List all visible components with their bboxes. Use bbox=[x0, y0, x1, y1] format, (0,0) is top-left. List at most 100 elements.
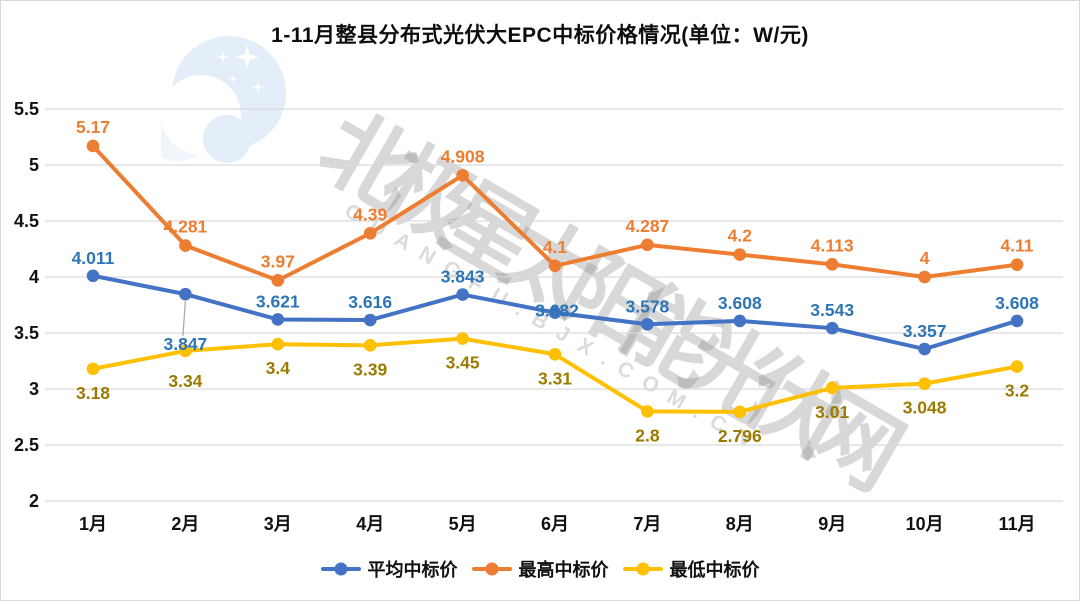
label-leader-line bbox=[182, 301, 186, 337]
data-point bbox=[733, 314, 747, 328]
data-point bbox=[548, 259, 562, 273]
data-label: 3.97 bbox=[261, 251, 295, 271]
data-point bbox=[456, 288, 469, 301]
chart-title: 1-11月整县分布式光伏大EPC中标价格情况(单位：W/元) bbox=[271, 24, 809, 47]
data-point bbox=[179, 344, 192, 358]
star-icon bbox=[217, 51, 229, 63]
data-label: 4.113 bbox=[811, 235, 854, 255]
data-label: 4 bbox=[920, 248, 930, 268]
x-axis-label: 1月 bbox=[79, 514, 107, 534]
data-label: 4.11 bbox=[1000, 236, 1033, 256]
data-label: 3.621 bbox=[256, 291, 300, 311]
data-label: 3.357 bbox=[903, 321, 947, 341]
data-point bbox=[548, 306, 562, 319]
data-label: 3.39 bbox=[353, 359, 387, 379]
data-label: 3.18 bbox=[76, 383, 110, 403]
data-label: 3.608 bbox=[718, 293, 762, 313]
data-label: 4.2 bbox=[728, 226, 753, 246]
data-point bbox=[86, 362, 100, 376]
data-label: 3.45 bbox=[446, 353, 480, 373]
star-icon bbox=[235, 45, 259, 69]
data-point bbox=[271, 274, 285, 287]
star-icon bbox=[252, 81, 264, 93]
y-axis-tick: 2.5 bbox=[14, 435, 39, 455]
data-label: 4.39 bbox=[353, 204, 387, 224]
legend-item-highest: 最高中标价 bbox=[471, 556, 609, 582]
y-axis-tick: 3.5 bbox=[14, 323, 39, 343]
data-point bbox=[86, 269, 100, 283]
legend-label-average: 平均中标价 bbox=[367, 560, 458, 580]
data-label: 4.287 bbox=[626, 216, 670, 236]
data-label: 3.34 bbox=[168, 371, 202, 391]
data-label: 3.543 bbox=[810, 300, 854, 320]
x-axis-label: 3月 bbox=[264, 514, 292, 534]
data-point bbox=[271, 313, 285, 326]
y-axis-tick: 5 bbox=[29, 155, 39, 175]
data-label: 5.17 bbox=[76, 117, 110, 137]
data-label: 4.908 bbox=[441, 146, 485, 166]
data-label: 2.796 bbox=[718, 426, 762, 446]
data-point bbox=[363, 227, 377, 240]
x-axis-label: 9月 bbox=[818, 514, 846, 534]
x-axis-label: 7月 bbox=[633, 514, 661, 534]
data-label: 3.847 bbox=[164, 334, 208, 354]
chart-legend: 平均中标价 最高中标价 最低中标价 bbox=[1, 554, 1079, 584]
data-point bbox=[918, 342, 931, 356]
x-axis-label: 4月 bbox=[356, 514, 384, 534]
data-label: 3.682 bbox=[535, 301, 579, 321]
data-point bbox=[179, 239, 192, 252]
data-point bbox=[825, 321, 839, 335]
y-axis-tick: 4 bbox=[29, 267, 39, 287]
y-axis-tick: 5.5 bbox=[14, 99, 39, 119]
legend-item-average: 平均中标价 bbox=[320, 556, 458, 582]
data-label: 4.011 bbox=[72, 248, 115, 268]
data-label: 3.843 bbox=[441, 267, 485, 287]
data-label: 3.01 bbox=[815, 402, 849, 422]
data-point bbox=[641, 238, 654, 252]
data-point bbox=[86, 139, 100, 153]
y-axis-tick: 2 bbox=[29, 491, 39, 511]
x-axis-label: 5月 bbox=[449, 514, 477, 534]
data-point bbox=[1010, 314, 1024, 328]
data-point bbox=[641, 317, 654, 331]
data-point bbox=[179, 287, 192, 301]
data-point bbox=[733, 405, 747, 419]
data-point bbox=[641, 405, 654, 418]
data-point bbox=[1010, 258, 1024, 271]
data-point bbox=[825, 258, 839, 271]
data-point bbox=[363, 313, 377, 327]
x-axis-label: 10月 bbox=[906, 514, 944, 534]
data-label: 4.281 bbox=[164, 217, 208, 237]
data-point bbox=[918, 377, 931, 390]
data-point bbox=[271, 337, 285, 351]
data-point bbox=[456, 332, 469, 345]
data-label: 3.048 bbox=[903, 398, 947, 418]
data-point bbox=[363, 339, 377, 352]
data-label: 3.2 bbox=[1005, 381, 1030, 401]
data-label: 3.578 bbox=[626, 296, 670, 316]
data-label: 4.1 bbox=[543, 237, 568, 257]
x-axis-label: 6月 bbox=[541, 514, 569, 534]
data-label: 3.31 bbox=[538, 368, 572, 388]
legend-item-lowest: 最低中标价 bbox=[622, 556, 760, 582]
data-label: 3.608 bbox=[995, 293, 1039, 313]
y-axis-tick: 3 bbox=[29, 379, 39, 399]
legend-marker-lowest-icon bbox=[622, 562, 663, 576]
legend-label-highest: 最高中标价 bbox=[518, 560, 609, 580]
x-axis-label: 11月 bbox=[998, 514, 1035, 534]
data-point bbox=[548, 347, 562, 361]
data-point bbox=[825, 381, 839, 395]
x-axis-label: 8月 bbox=[726, 514, 754, 534]
polar-star-logo-icon bbox=[161, 36, 286, 163]
legend-marker-average-icon bbox=[320, 562, 361, 576]
data-label: 3.616 bbox=[348, 292, 392, 312]
x-axis-label: 2月 bbox=[171, 514, 199, 534]
star-icon bbox=[229, 75, 237, 83]
data-label: 2.8 bbox=[635, 425, 660, 445]
data-point bbox=[733, 248, 747, 261]
legend-marker-highest-icon bbox=[471, 562, 512, 576]
data-label: 3.4 bbox=[266, 358, 291, 378]
y-axis-tick: 4.5 bbox=[14, 211, 39, 231]
